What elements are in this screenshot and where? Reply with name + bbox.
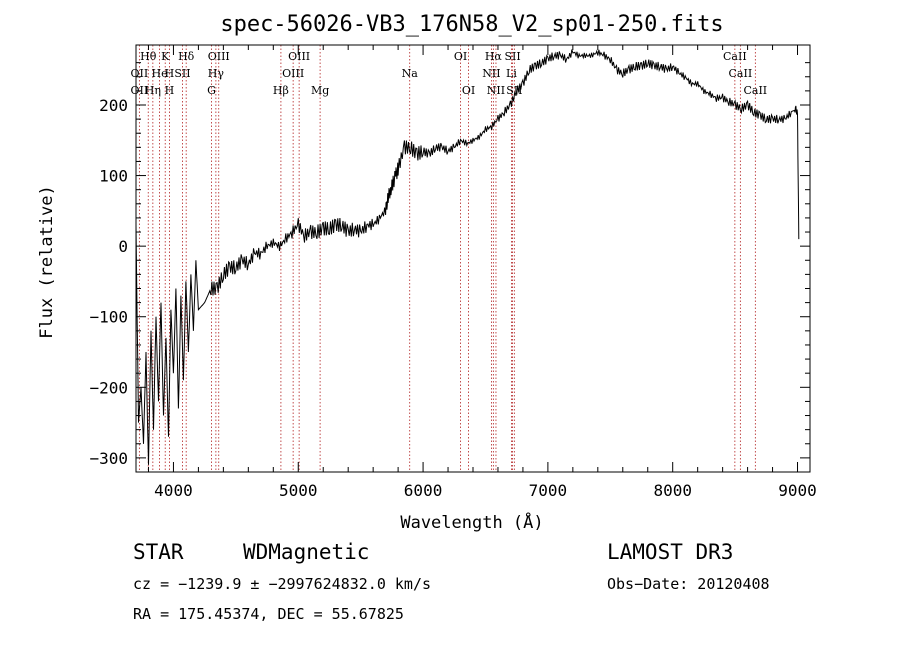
spectral-line-label: OIII (282, 67, 304, 80)
spectral-line-label: He (152, 67, 168, 80)
y-tick-label: 200 (99, 96, 128, 115)
spectral-line-label: Li (506, 67, 517, 80)
spectral-line-label: Na (402, 67, 419, 80)
chart-title: spec-56026-VB3_176N58_V2_sp01-250.fits (220, 12, 723, 37)
y-tick-label: −200 (89, 378, 128, 397)
spectral-line-label: OI (454, 50, 467, 63)
spectral-line-label: G (207, 84, 216, 97)
spectral-line-label: H (165, 67, 175, 80)
spectral-line-markers (138, 45, 756, 472)
y-axis-label: Flux (relative) (37, 185, 57, 339)
spectral-line-label: H (165, 84, 175, 97)
spectral-line-label: Hγ (208, 67, 225, 80)
survey-name: LAMOST DR3 (607, 540, 733, 564)
spectral-line-label: CaII (723, 50, 747, 63)
spectral-line-label: NII (487, 84, 505, 97)
x-tick-label: 6000 (404, 481, 443, 500)
y-axis-ticks: −300 −200 −100 0 100 200 (89, 62, 810, 468)
spectral-line-label: Hη (145, 84, 161, 97)
spectral-line-label: Hβ (273, 84, 289, 97)
x-axis-label: Wavelength (Å) (400, 511, 543, 533)
object-subclass: WDMagnetic (243, 540, 369, 564)
spectrum-line (135, 49, 800, 465)
spectral-line-label: K (161, 50, 170, 63)
plot-frame (135, 44, 811, 473)
redshift-readout: cz = −1239.9 ± −2997624832.0 km/s (133, 575, 431, 593)
spectral-line-label: OI (462, 84, 475, 97)
spectral-line-label: OIII (288, 50, 310, 63)
spectral-line-label: NII (482, 67, 500, 80)
spectral-line-label: Hθ (140, 50, 157, 63)
spectral-line-label: CaII (743, 84, 767, 97)
spectral-line-label: Hα (485, 50, 503, 63)
x-tick-label: 8000 (653, 481, 692, 500)
y-tick-label: −100 (89, 308, 128, 327)
spectral-line-label: SII (504, 50, 520, 63)
x-tick-label: 9000 (778, 481, 817, 500)
coordinates-readout: RA = 175.45374, DEC = 55.67825 (133, 605, 404, 623)
x-tick-label: 7000 (529, 481, 568, 500)
spectral-line-label: Hδ (178, 50, 195, 63)
y-tick-label: −300 (89, 449, 128, 468)
x-axis-ticks: 4000 5000 6000 7000 8000 9000 (147, 45, 817, 500)
spectral-line-label: OIII (208, 50, 230, 63)
spectral-line-label: OII (131, 67, 149, 80)
x-tick-label: 4000 (154, 481, 193, 500)
x-tick-label: 5000 (279, 481, 318, 500)
y-tick-label: 0 (118, 237, 128, 256)
observation-date: Obs−Date: 20120408 (607, 575, 770, 593)
spectral-line-label: SII (174, 67, 190, 80)
y-tick-label: 100 (99, 167, 128, 186)
spectral-line-label: CaII (729, 67, 753, 80)
spectral-line-label: Mg (311, 84, 329, 97)
object-class: STAR (133, 540, 184, 564)
